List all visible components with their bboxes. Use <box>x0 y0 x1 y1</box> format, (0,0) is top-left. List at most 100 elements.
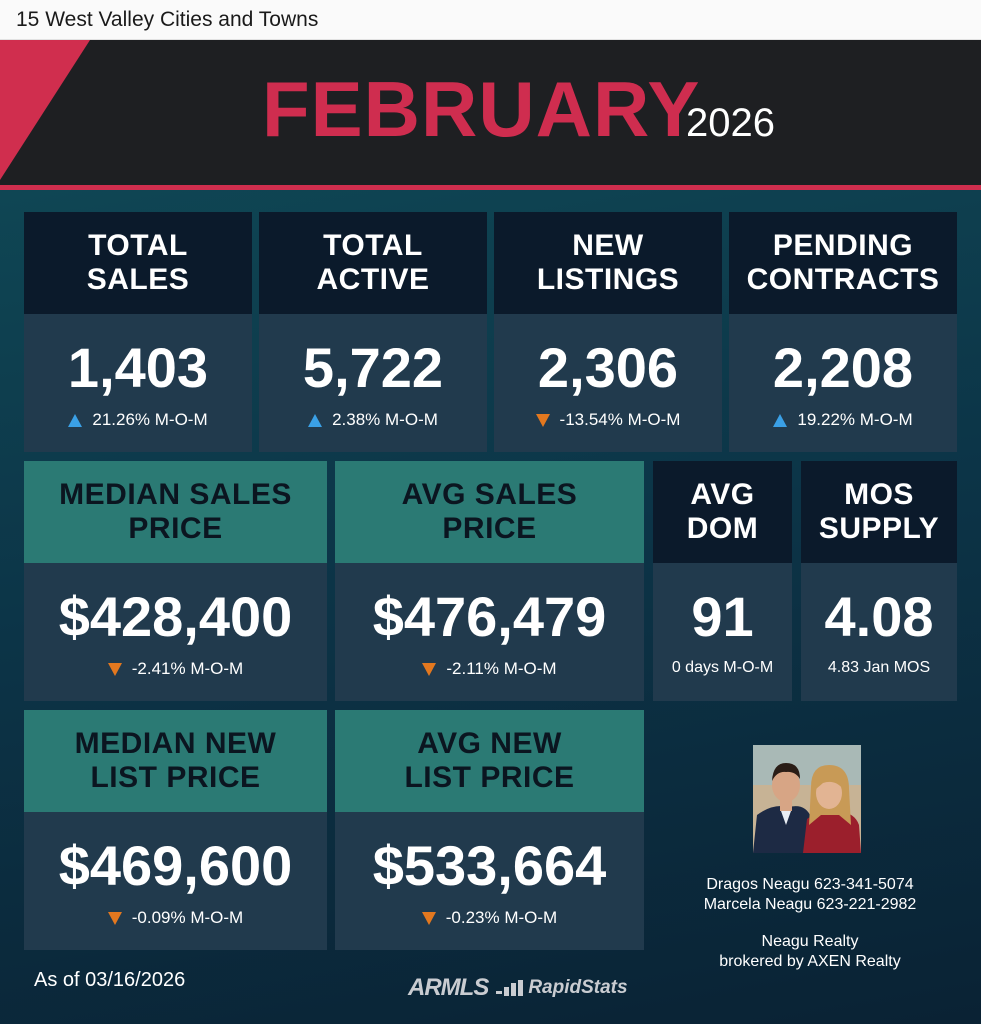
armls-rapidstats-logo: ARMLS RapidStats <box>408 974 628 1002</box>
down-arrow-icon <box>421 911 436 925</box>
tile-header: AVG SALES PRICE <box>335 461 644 563</box>
tile-value: $428,400 <box>58 585 293 648</box>
bar-chart-icon <box>496 980 524 996</box>
tile-value: 2,208 <box>772 336 914 399</box>
tile-body: $428,400 -2.41% M-O-M <box>24 563 327 701</box>
tile-title-line-2: LIST PRICE <box>404 761 575 794</box>
tile-body: 5,722 2.38% M-O-M <box>259 314 487 452</box>
brokerage-info: Neagu Realty brokered by AXEN Realty <box>660 932 960 972</box>
tile-title-line-2: CONTRACTS <box>746 263 940 296</box>
tile-header: TOTAL SALES <box>24 212 252 314</box>
page-title: 15 West Valley Cities and Towns <box>16 8 319 31</box>
red-wedge-decoration <box>0 40 90 180</box>
tile-change: 19.22% M-O-M <box>729 410 957 430</box>
up-arrow-icon <box>773 413 788 427</box>
tile-change-text: -2.11% M-O-M <box>446 659 557 678</box>
tile-title-line-1: MEDIAN SALES <box>59 478 292 511</box>
tile-title-line-2: SUPPLY <box>818 512 940 545</box>
tile-title-line-2: LISTINGS <box>536 263 680 296</box>
armls-logo-text: ARMLS <box>408 974 489 1001</box>
tile-title-line-1: MOS <box>844 478 914 511</box>
tile-title-line-2: ACTIVE <box>316 263 430 296</box>
tile-header: AVG DOM <box>653 461 792 563</box>
tile-change: -0.23% M-O-M <box>335 908 644 928</box>
up-arrow-icon <box>308 413 323 427</box>
tile-change: -2.41% M-O-M <box>24 659 327 679</box>
tile-value: 2,306 <box>537 336 679 399</box>
top-bar: 15 West Valley Cities and Towns <box>0 0 981 40</box>
tile-header: TOTAL ACTIVE <box>259 212 487 314</box>
brokerage-name: brokered by AXEN Realty <box>719 953 901 970</box>
report-month: FEBRUARY <box>262 65 701 153</box>
tile-change-text: -2.41% M-O-M <box>131 659 244 678</box>
down-arrow-icon <box>107 662 122 676</box>
tile-title-line-1: AVG NEW <box>417 727 562 760</box>
tile-body: 2,208 19.22% M-O-M <box>729 314 957 452</box>
up-arrow-icon <box>68 413 83 427</box>
company-name: Neagu Realty <box>761 933 859 950</box>
as-of-date: As of 03/16/2026 <box>34 969 186 991</box>
median-sales-price-tile: MEDIAN SALES PRICE $428,400 -2.41% M-O-M <box>24 461 327 701</box>
tile-note: 0 days M-O-M <box>671 659 774 676</box>
tile-change-text: 2.38% M-O-M <box>332 410 438 429</box>
tile-value: 91 <box>691 585 754 648</box>
tile-header: MOS SUPPLY <box>801 461 957 563</box>
header-stripe <box>0 185 981 190</box>
tile-change: 21.26% M-O-M <box>24 410 252 430</box>
tile-change: -13.54% M-O-M <box>494 410 722 430</box>
tile-title-line-1: NEW <box>572 229 644 262</box>
tile-title-line-2: PRICE <box>128 512 223 545</box>
agent-2-contact: Marcela Neagu 623-221-2982 <box>703 896 917 913</box>
header-banner: FEBRUARY 2026 <box>0 40 981 190</box>
tile-title-line-1: AVG SALES <box>401 478 578 511</box>
tile-header: AVG NEW LIST PRICE <box>335 710 644 812</box>
avg-new-list-price-tile: AVG NEW LIST PRICE $533,664 -0.23% M-O-M <box>335 710 644 950</box>
tile-body: $476,479 -2.11% M-O-M <box>335 563 644 701</box>
tile-header: NEW LISTINGS <box>494 212 722 314</box>
new-listings-tile: NEW LISTINGS 2,306 -13.54% M-O-M <box>494 212 722 452</box>
tile-title-line-1: TOTAL <box>323 229 423 262</box>
tile-body: 1,403 21.26% M-O-M <box>24 314 252 452</box>
tile-title-line-2: PRICE <box>442 512 537 545</box>
tile-body: 91 0 days M-O-M <box>653 563 792 701</box>
report-year: 2026 <box>686 101 775 145</box>
tile-value: 1,403 <box>67 336 209 399</box>
down-arrow-icon <box>535 413 550 427</box>
rapidstats-logo-text: RapidStats <box>528 977 628 998</box>
total-sales-tile: TOTAL SALES 1,403 21.26% M-O-M <box>24 212 252 452</box>
agent-1-contact: Dragos Neagu 623-341-5074 <box>706 876 914 893</box>
total-active-tile: TOTAL ACTIVE 5,722 2.38% M-O-M <box>259 212 487 452</box>
tile-value: $469,600 <box>58 834 293 897</box>
tile-change: -2.11% M-O-M <box>335 659 644 679</box>
tile-title-line-1: PENDING <box>772 229 914 262</box>
avg-dom-tile: AVG DOM 91 0 days M-O-M <box>653 461 792 701</box>
tile-value: $476,479 <box>372 585 607 648</box>
tile-title-line-1: AVG <box>690 478 755 511</box>
down-arrow-icon <box>422 662 437 676</box>
tile-body: $533,664 -0.23% M-O-M <box>335 812 644 950</box>
tile-title-line-2: LIST PRICE <box>90 761 261 794</box>
tile-header: MEDIAN SALES PRICE <box>24 461 327 563</box>
tile-title-line-1: MEDIAN NEW <box>74 727 277 760</box>
tile-header: MEDIAN NEW LIST PRICE <box>24 710 327 812</box>
tile-change-text: 19.22% M-O-M <box>797 410 913 429</box>
tile-value: 4.08 <box>824 585 934 648</box>
tile-body: $469,600 -0.09% M-O-M <box>24 812 327 950</box>
tile-change: 2.38% M-O-M <box>259 410 487 430</box>
tile-header: PENDING CONTRACTS <box>729 212 957 314</box>
tile-title-line-1: TOTAL <box>88 229 188 262</box>
tile-note: 4.83 Jan MOS <box>827 659 931 676</box>
agents-portrait-image <box>753 745 861 853</box>
down-arrow-icon <box>107 911 122 925</box>
tile-title-line-2: DOM <box>686 512 759 545</box>
avg-sales-price-tile: AVG SALES PRICE $476,479 -2.11% M-O-M <box>335 461 644 701</box>
tile-change-text: -0.23% M-O-M <box>445 908 558 927</box>
pending-contracts-tile: PENDING CONTRACTS 2,208 19.22% M-O-M <box>729 212 957 452</box>
tile-value: $533,664 <box>372 834 607 897</box>
tile-change-text: 21.26% M-O-M <box>92 410 208 429</box>
agent-photo <box>753 745 861 853</box>
tile-value: 5,722 <box>302 336 444 399</box>
months-supply-tile: MOS SUPPLY 4.08 4.83 Jan MOS <box>801 461 957 701</box>
tile-body: 4.08 4.83 Jan MOS <box>801 563 957 701</box>
median-new-list-price-tile: MEDIAN NEW LIST PRICE $469,600 -0.09% M-… <box>24 710 327 950</box>
